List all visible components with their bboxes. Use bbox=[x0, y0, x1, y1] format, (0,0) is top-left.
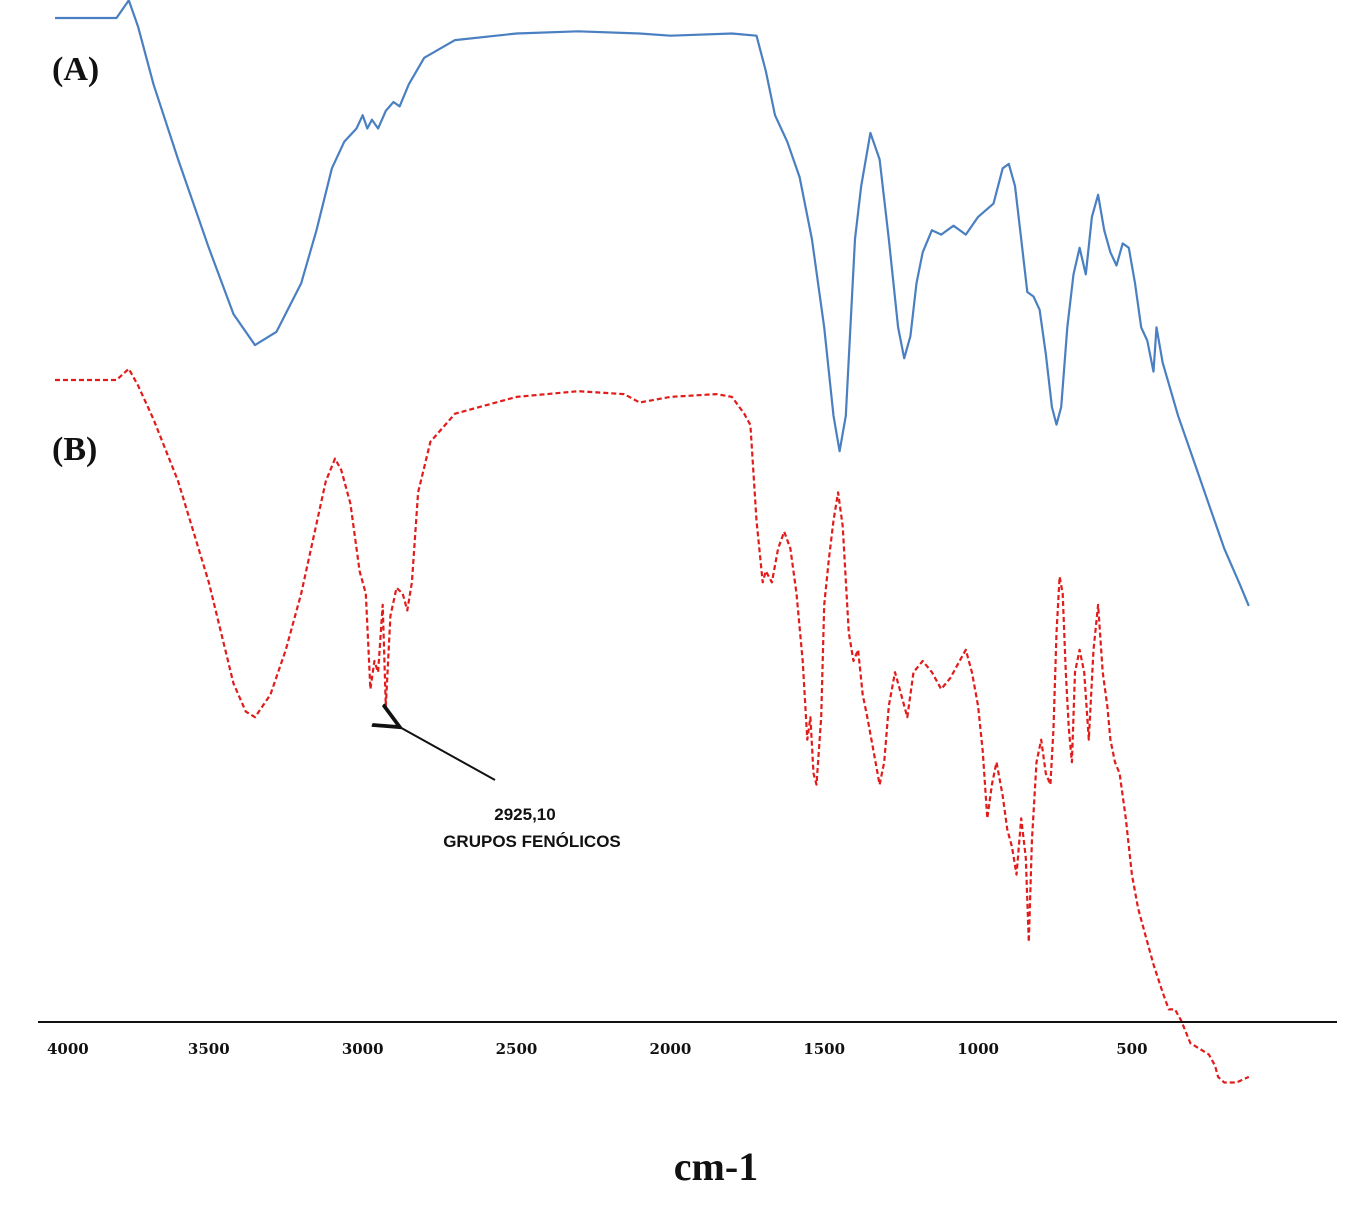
x-tick-label: 3000 bbox=[342, 1040, 384, 1058]
x-tick-label: 2500 bbox=[496, 1040, 538, 1058]
series-layer bbox=[55, 0, 1250, 1084]
x-axis-label: cm-1 bbox=[674, 1144, 758, 1189]
series-line-b bbox=[55, 367, 1250, 1084]
x-tick-label: 1000 bbox=[957, 1040, 999, 1058]
x-tick-label: 500 bbox=[1116, 1040, 1147, 1058]
x-tick-label: 1500 bbox=[803, 1040, 845, 1058]
x-tick-label: 4000 bbox=[47, 1040, 89, 1058]
x-tick-label: 3500 bbox=[188, 1040, 230, 1058]
series-line-a bbox=[55, 0, 1250, 607]
annotation-wavenumber: 2925,10 bbox=[494, 805, 555, 824]
annotation-arrow bbox=[398, 726, 496, 781]
panel-label-a: (A) bbox=[52, 51, 99, 88]
x-tick-label: 2000 bbox=[650, 1040, 692, 1058]
panel-label-b: (B) bbox=[52, 431, 97, 468]
annotation-label: GRUPOS FENÓLICOS bbox=[443, 832, 621, 851]
x-tick-labels: 4000 3500 3000 2500 2000 1500 1000 500 bbox=[47, 1040, 1148, 1058]
